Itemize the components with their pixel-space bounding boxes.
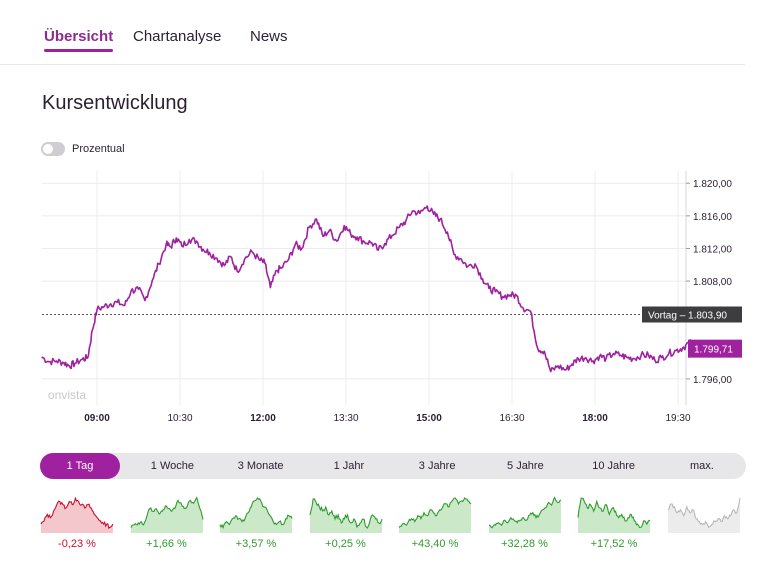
range-3-jahre[interactable]: 3 Jahre [418, 460, 456, 472]
sparkline-line [219, 497, 293, 530]
sparkline-area [488, 497, 561, 533]
range-1-woche[interactable]: 1 Woche [150, 460, 194, 472]
sparkline-change-label: +43,40 % [411, 538, 459, 550]
x-tick-label: 18:00 [582, 413, 608, 424]
x-tick-label: 13:30 [333, 413, 358, 424]
tab-chartanalyse[interactable]: Chartanalyse [133, 28, 222, 45]
sparkline-change-label: +32,28 % [501, 538, 548, 550]
sparkline-3-monate[interactable] [219, 485, 293, 533]
sparkline-10-jahre[interactable] [577, 485, 651, 533]
sparkline-change-label: +3,57 % [235, 538, 277, 550]
y-tick-label: 1.812,00 [693, 244, 732, 255]
toggle-knob [43, 144, 53, 154]
x-tick-label: 19:30 [665, 413, 690, 424]
previous-close-badge [642, 306, 742, 323]
sparkline-1-jahr[interactable] [308, 485, 383, 533]
sparkline-line [398, 497, 472, 528]
sparkline-line [308, 498, 383, 529]
y-tick-label: 1.820,00 [693, 179, 732, 190]
sparkline-line [40, 496, 114, 529]
current-price-badge [688, 339, 742, 358]
chart-watermark: onvista [48, 388, 86, 402]
sparkline-change-label: +17,52 % [590, 538, 638, 550]
sparkline-3-jahre[interactable] [398, 485, 472, 533]
x-tick-label: 15:00 [416, 413, 442, 424]
sparkline-change-label: +0,25 % [325, 538, 366, 550]
range-5-jahre[interactable]: 5 Jahre [507, 460, 544, 472]
sparkline-1-tag[interactable] [40, 485, 114, 533]
percent-toggle-label: Prozentual [72, 143, 125, 155]
sparkline-area [130, 497, 203, 533]
sparkline-change-label: +1,66 % [146, 538, 187, 550]
current-price-label: 1.799,71 [694, 345, 733, 356]
y-tick-label: 1.808,00 [693, 277, 732, 288]
range-1-tag[interactable]: 1 Tag [40, 453, 120, 479]
sparkline-area [220, 498, 292, 533]
time-range-selector: 1 Tag 1 Woche 3 Monate 1 Jahr 3 Jahre 5 Jahre… [40, 453, 746, 479]
sparkline-line [667, 497, 741, 529]
range-10-jahre[interactable]: 10 Jahre [592, 460, 636, 472]
x-tick-label: 12:00 [250, 413, 276, 424]
y-tick-label: 1.816,00 [693, 212, 732, 223]
sparkline-area [578, 498, 650, 533]
sparkline-1-woche[interactable] [129, 485, 204, 533]
y-tick-label: 1.796,00 [693, 375, 732, 386]
price-chart[interactable]: onvista Vortag – 1.803,90 1.799,71 1.820,00… [0, 165, 759, 437]
tab-uebersicht[interactable]: Übersicht [44, 28, 114, 52]
x-tick-label: 09:00 [84, 413, 110, 424]
x-tick-label: 10:30 [167, 413, 192, 424]
range-1-jahr[interactable]: 1 Jahr [333, 460, 365, 472]
range-max[interactable]: max. [689, 460, 714, 472]
sparkline-line [129, 496, 204, 528]
percent-toggle[interactable] [41, 142, 65, 156]
range-3-monate[interactable]: 3 Monate [237, 460, 284, 472]
previous-close-label: Vortag – 1.803,90 [648, 310, 727, 321]
sparkline-area [667, 498, 740, 533]
sparkline-max[interactable] [667, 485, 741, 533]
sparkline-line [577, 497, 651, 529]
x-tick-label: 16:30 [499, 413, 524, 424]
section-title: Kursentwicklung [42, 92, 188, 114]
sparkline-change-label: -0,23 % [58, 538, 96, 550]
sparkline-area [41, 498, 113, 533]
tab-bar: Übersicht Chartanalyse News [0, 0, 745, 65]
sparkline-area [309, 498, 382, 533]
tab-news[interactable]: News [250, 28, 288, 45]
price-series-line [41, 205, 711, 373]
sparkline-5-jahre[interactable] [488, 485, 562, 533]
sparkline-line [488, 496, 561, 529]
